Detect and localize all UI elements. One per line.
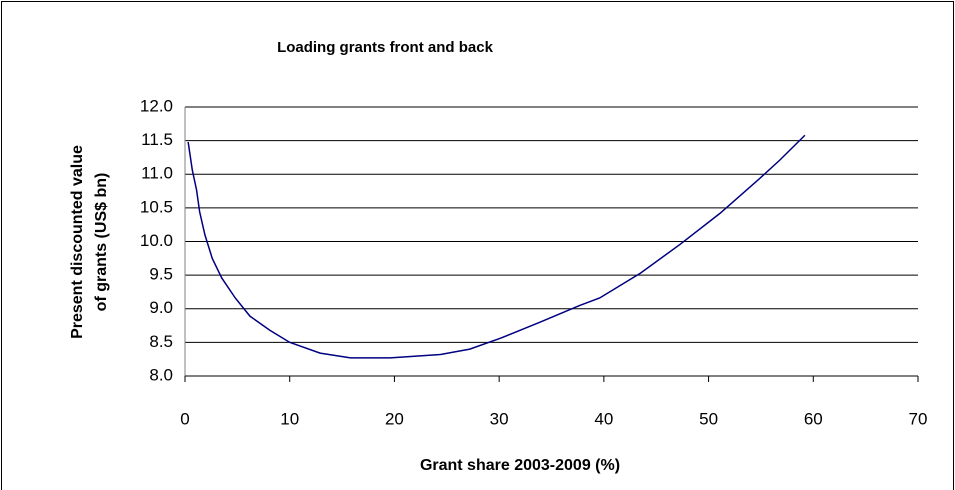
x-axis-label: Grant share 2003-2009 (%) [420,457,620,474]
x-tick-label: 60 [804,409,823,428]
x-tick-label: 50 [699,409,718,428]
y-axis-label: Present discounted value [69,145,86,339]
y-tick-label: 11.0 [141,164,173,183]
y-axis-label-group: Present discounted value of grants (US$ … [69,145,110,339]
y-tick-label: 12.0 [140,96,173,115]
y-tick-label: 10.5 [140,197,173,216]
x-tick-label: 30 [490,409,509,428]
y-axis-label: of grants (US$ bn) [93,173,110,312]
data-line [187,134,806,359]
y-tick-label: 10.0 [140,231,173,250]
y-tick-label: 9.0 [149,298,173,317]
x-tick-label: 0 [180,409,189,428]
y-tick-label: 8.0 [149,365,173,384]
y-tick-label: 8.5 [149,332,173,351]
y-tick-label: 11.5 [141,130,173,149]
x-tick-label: 40 [594,409,613,428]
y-tick-label: 9.5 [149,265,173,284]
chart-title: Loading grants front and back [277,39,494,56]
x-tick-label: 10 [280,409,299,428]
x-tick-label: 20 [385,409,404,428]
x-tick-label: 70 [909,409,928,428]
